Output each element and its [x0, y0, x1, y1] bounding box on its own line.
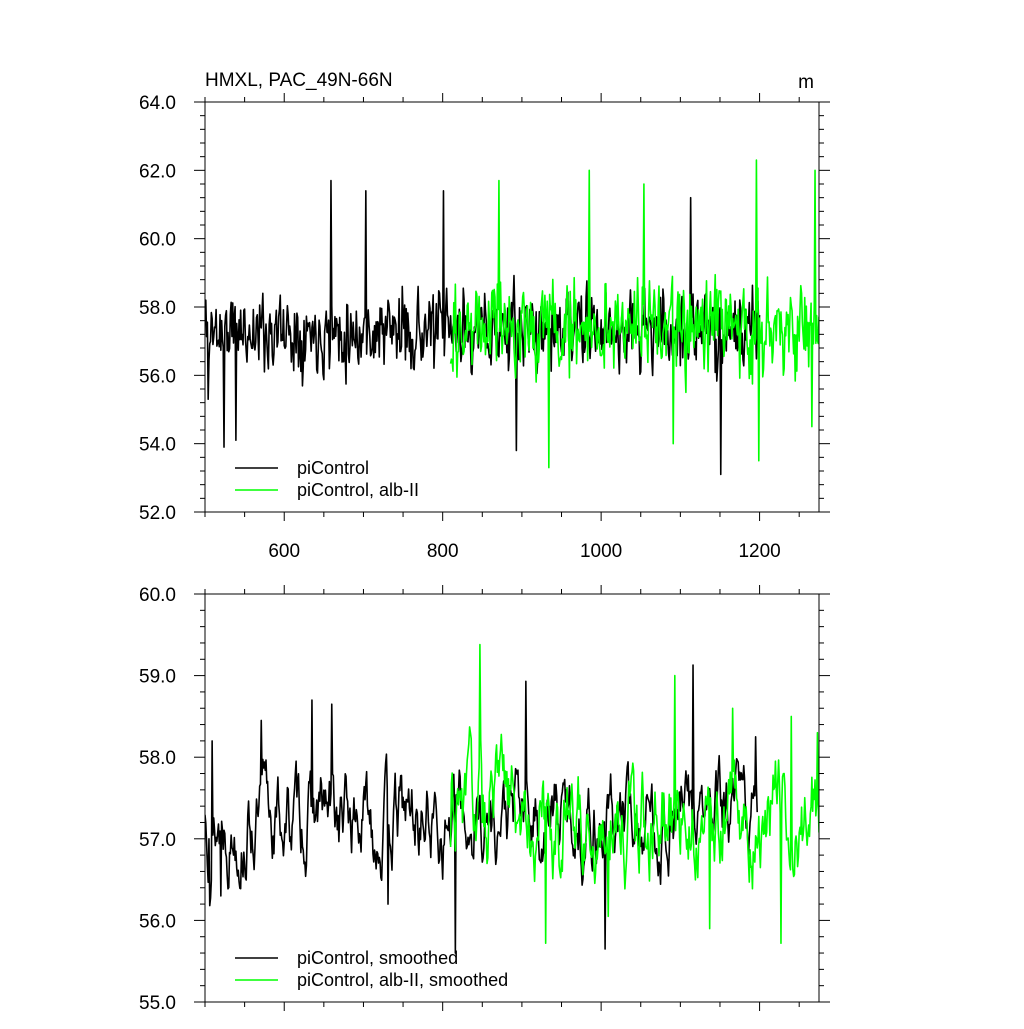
panel-1: 600 800 1000 1200 52.0 54.0 56.0 58.0 60.0 62.0 64…	[139, 70, 830, 562]
y-tick-label: 62.0	[139, 161, 176, 182]
y-tick-label: 56.0	[139, 366, 176, 387]
legend-label-2: piControl, alb-II	[297, 480, 419, 500]
panel-2: 55.0 56.0 57.0 58.0 59.0 60.0 piControl, smoot…	[139, 585, 830, 1014]
x-tick-label: 1200	[738, 541, 780, 562]
y-tick-label: 52.0	[139, 503, 176, 524]
y-tick-label: 60.0	[139, 230, 176, 251]
y-tick-label: 58.0	[139, 298, 176, 319]
y-tick-label: 55.0	[139, 993, 176, 1014]
legend-label-2: piControl, alb-II, smoothed	[297, 970, 508, 990]
x-tick-label: 600	[268, 541, 300, 562]
y-tick-label: 56.0	[139, 911, 176, 932]
y-tick-label: 59.0	[139, 667, 176, 688]
x-tick-label: 800	[427, 541, 459, 562]
y-tick-label: 58.0	[139, 748, 176, 769]
y-tick-label: 54.0	[139, 435, 176, 456]
chart-title: HMXL, PAC_49N-66N	[205, 70, 393, 91]
series-line-2	[449, 643, 819, 945]
legend-label-1: piControl, smoothed	[297, 948, 458, 968]
x-tick-label: 1000	[580, 541, 622, 562]
series-line-2	[449, 159, 819, 469]
units-label: m	[798, 72, 814, 93]
y-tick-label: 57.0	[139, 830, 176, 851]
y-tick-label: 64.0	[139, 93, 176, 114]
legend-label-1: piControl	[297, 458, 369, 478]
plot-frame	[204, 593, 820, 1003]
y-tick-label: 60.0	[139, 585, 176, 606]
